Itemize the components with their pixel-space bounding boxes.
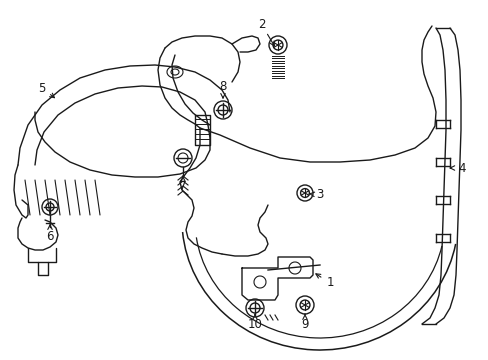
Text: 7: 7: [179, 180, 186, 194]
Text: 9: 9: [301, 319, 308, 332]
Text: 6: 6: [46, 230, 54, 243]
Text: 4: 4: [457, 162, 465, 175]
Text: 1: 1: [325, 276, 333, 289]
Text: 5: 5: [38, 81, 45, 94]
Text: 10: 10: [247, 319, 262, 332]
Text: 2: 2: [258, 18, 265, 31]
Text: 8: 8: [219, 80, 226, 93]
Text: 3: 3: [316, 189, 323, 202]
